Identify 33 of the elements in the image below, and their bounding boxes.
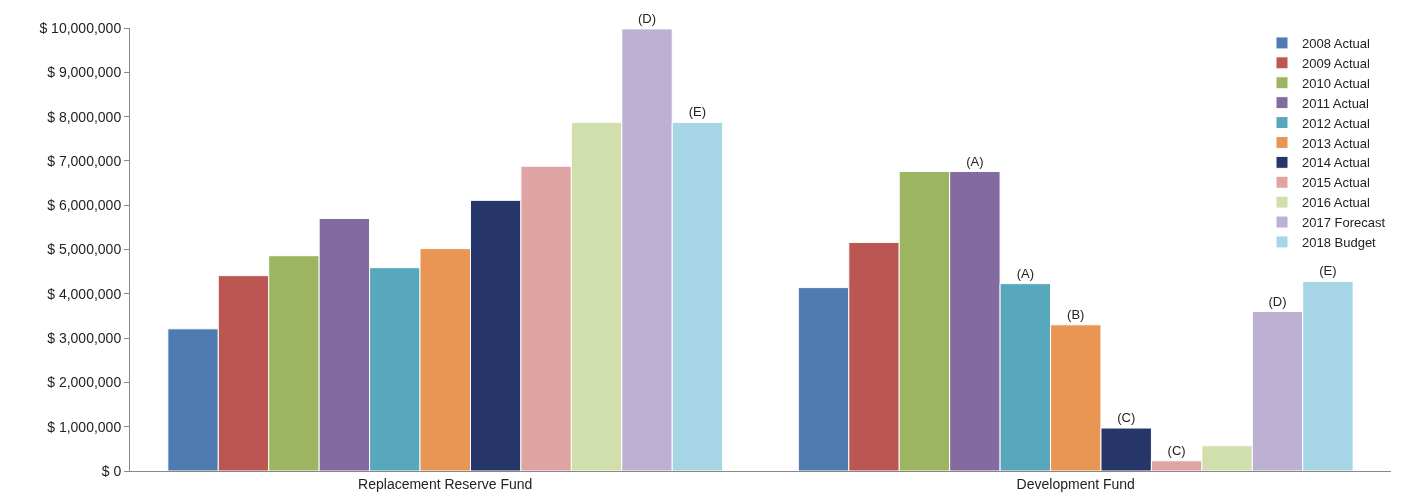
data-label: (D)	[637, 10, 657, 26]
legend-label: 2017 Forecast	[1302, 215, 1386, 231]
data-label: (C)	[1167, 442, 1186, 458]
data-label: (D)	[1268, 293, 1287, 309]
data-label: (A)	[1016, 265, 1034, 281]
legend-label: 2009 Actual	[1302, 55, 1371, 71]
y-tick-label: $ 1,000,000	[47, 418, 122, 435]
data-label: (E)	[688, 104, 707, 120]
y-tick-label: $ 7,000,000	[47, 152, 122, 169]
y-tick-label: $ 6,000,000	[47, 197, 122, 214]
legend-label: 2008 Actual	[1302, 36, 1371, 52]
legend-label: 2016 Actual	[1302, 195, 1371, 211]
x-tick-label: Development Fund	[1016, 475, 1135, 492]
y-tick-label: $ 3,000,000	[47, 330, 122, 346]
y-tick-label: $ 0	[101, 462, 122, 479]
y-tick-label: $ 4,000,000	[47, 285, 122, 302]
legend-label: 2012 Actual	[1302, 115, 1371, 131]
legend-label: 2013 Actual	[1302, 135, 1371, 151]
y-tick-label: $ 8,000,000	[47, 108, 122, 125]
legend-label: 2011 Actual	[1302, 95, 1370, 111]
legend-label: 2014 Actual	[1302, 155, 1371, 171]
legend-label: 2010 Actual	[1302, 75, 1371, 91]
data-label: (B)	[1067, 306, 1085, 322]
y-tick-label: $ 10,000,000	[39, 19, 122, 36]
y-tick-label: $ 2,000,000	[47, 374, 122, 391]
legend-label: 2018 Budget	[1302, 235, 1377, 251]
data-label: (A)	[966, 153, 984, 169]
data-label: (C)	[1117, 410, 1136, 426]
y-tick-label: $ 9,000,000	[47, 64, 122, 81]
x-tick-label: Replacement Reserve Fund	[358, 475, 533, 492]
data-label: (E)	[1319, 263, 1337, 279]
legend-label: 2015 Actual	[1302, 175, 1371, 191]
y-tick-label: $ 5,000,000	[47, 241, 122, 258]
